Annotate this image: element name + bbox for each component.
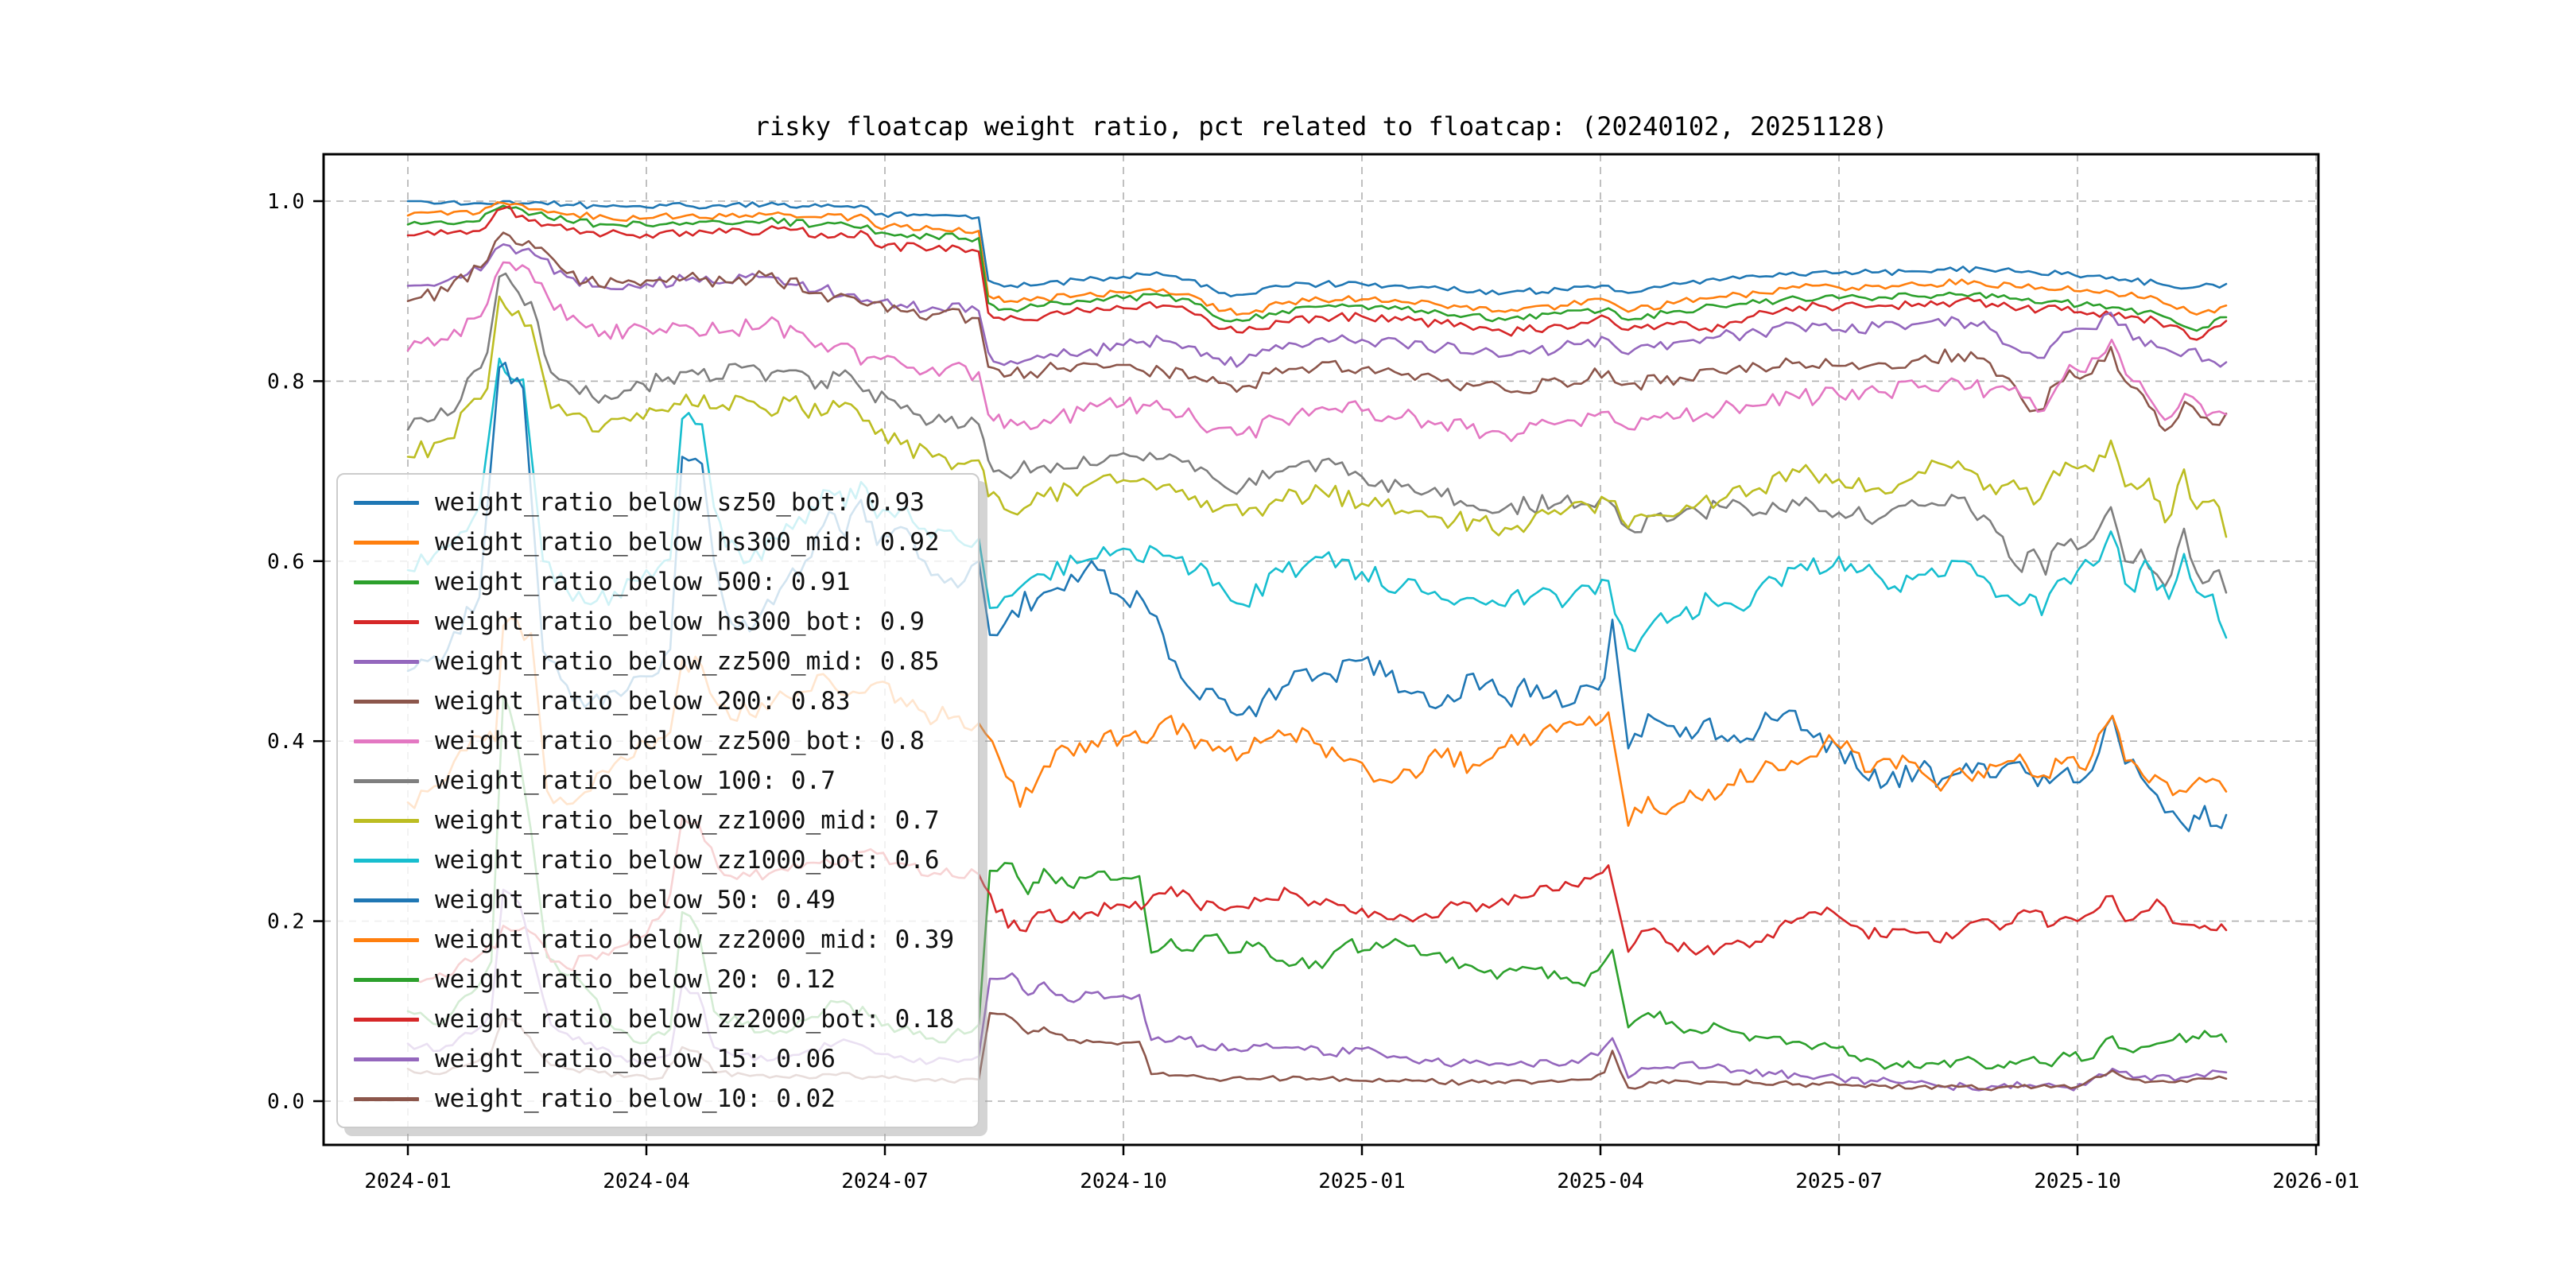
legend-item-weight_ratio_below_500: weight_ratio_below_500: 0.91: [354, 562, 954, 602]
legend-line-swatch: [354, 659, 419, 664]
legend-item-weight_ratio_below_hs300_mid: weight_ratio_below_hs300_mid: 0.92: [354, 522, 954, 562]
legend-line-swatch: [354, 540, 419, 545]
legend-label: weight_ratio_below_500: 0.91: [435, 568, 851, 596]
y-tick-label: 1.0: [267, 190, 305, 214]
legend-item-weight_ratio_below_50: weight_ratio_below_50: 0.49: [354, 880, 954, 920]
series-line-weight_ratio_below_hs300_mid: [406, 201, 2228, 316]
legend-line-swatch: [354, 937, 419, 942]
legend-line-swatch: [354, 739, 419, 743]
series-line-weight_ratio_below_500: [406, 204, 2228, 332]
y-tick-label: 0.2: [267, 910, 305, 934]
legend-label: weight_ratio_below_hs300_bot: 0.9: [435, 607, 925, 636]
legend-item-weight_ratio_below_zz500_bot: weight_ratio_below_zz500_bot: 0.8: [354, 721, 954, 761]
y-tick-label: 0.4: [267, 730, 305, 754]
tick-marks: [313, 200, 2318, 1155]
legend-line-swatch: [354, 619, 419, 624]
x-tick-label: 2024-04: [603, 1170, 690, 1193]
legend-line-swatch: [354, 580, 419, 584]
legend-line-swatch: [354, 699, 419, 704]
legend-item-weight_ratio_below_100: weight_ratio_below_100: 0.7: [354, 761, 954, 801]
legend-label: weight_ratio_below_zz500_bot: 0.8: [435, 727, 925, 755]
y-tick-label: 0.6: [267, 550, 305, 574]
legend-item-weight_ratio_below_200: weight_ratio_below_200: 0.83: [354, 681, 954, 721]
legend: weight_ratio_below_sz50_bot: 0.93 weight_…: [336, 473, 980, 1128]
legend-label: weight_ratio_below_zz1000_bot: 0.6: [435, 846, 940, 875]
chart-title: risky floatcap weight ratio, pct related…: [754, 111, 1888, 142]
legend-item-weight_ratio_below_zz2000_mid: weight_ratio_below_zz2000_mid: 0.39: [354, 920, 954, 960]
legend-line-swatch: [354, 1017, 419, 1022]
legend-item-weight_ratio_below_zz1000_mid: weight_ratio_below_zz1000_mid: 0.7: [354, 801, 954, 840]
series-line-weight_ratio_below_zz500_bot: [406, 261, 2228, 443]
series-line-weight_ratio_below_zz1000_mid: [406, 295, 2228, 538]
legend-item-weight_ratio_below_15: weight_ratio_below_15: 0.06: [354, 1039, 954, 1079]
legend-label: weight_ratio_below_zz2000_bot: 0.18: [435, 1005, 955, 1034]
legend-label: weight_ratio_below_hs300_mid: 0.92: [435, 528, 940, 557]
series-line-weight_ratio_below_hs300_bot: [406, 205, 2228, 341]
y-tick-label: 0.0: [267, 1090, 305, 1114]
legend-label: weight_ratio_below_10: 0.02: [435, 1084, 836, 1113]
series-lines: [406, 200, 2228, 1092]
legend-item-weight_ratio_below_20: weight_ratio_below_20: 0.12: [354, 960, 954, 999]
legend-item-weight_ratio_below_zz1000_bot: weight_ratio_below_zz1000_bot: 0.6: [354, 840, 954, 880]
legend-line-swatch: [354, 1096, 419, 1101]
x-tick-label: 2024-01: [364, 1170, 452, 1193]
legend-label: weight_ratio_below_sz50_bot: 0.93: [435, 488, 925, 517]
tick-labels: 2024-01 2024-04 2024-07 2024-10 2025-01 2025-…: [267, 190, 2360, 1193]
legend-line-swatch: [354, 778, 419, 783]
x-tick-label: 2025-01: [1318, 1170, 1406, 1193]
legend-item-weight_ratio_below_zz2000_bot: weight_ratio_below_zz2000_bot: 0.18: [354, 999, 954, 1039]
legend-line-swatch: [354, 818, 419, 823]
legend-line-swatch: [354, 1057, 419, 1061]
legend-item-weight_ratio_below_hs300_bot: weight_ratio_below_hs300_bot: 0.9: [354, 602, 954, 642]
series-line-weight_ratio_below_zz500_mid: [406, 242, 2228, 368]
series-line-weight_ratio_below_sz50_bot: [406, 200, 2228, 298]
x-tick-label: 2025-07: [1795, 1170, 1883, 1193]
series-line-weight_ratio_below_200: [406, 231, 2228, 433]
y-tick-label: 0.8: [267, 370, 305, 394]
x-tick-label: 2025-04: [1557, 1170, 1644, 1193]
legend-item-weight_ratio_below_sz50_bot: weight_ratio_below_sz50_bot: 0.93: [354, 483, 954, 522]
legend-label: weight_ratio_below_zz1000_mid: 0.7: [435, 806, 940, 835]
legend-item-weight_ratio_below_10: weight_ratio_below_10: 0.02: [354, 1079, 954, 1119]
x-tick-label: 2024-07: [841, 1170, 929, 1193]
legend-line-swatch: [354, 858, 419, 863]
legend-line-swatch: [354, 898, 419, 902]
legend-label: weight_ratio_below_50: 0.49: [435, 886, 836, 914]
legend-label: weight_ratio_below_200: 0.83: [435, 687, 851, 716]
legend-label: weight_ratio_below_zz2000_mid: 0.39: [435, 925, 955, 954]
x-tick-label: 2026-01: [2272, 1170, 2360, 1193]
legend-label: weight_ratio_below_20: 0.12: [435, 965, 836, 994]
legend-line-swatch: [354, 977, 419, 982]
plot-border: [322, 153, 2320, 1146]
legend-label: weight_ratio_below_zz500_mid: 0.85: [435, 647, 940, 676]
series-line-weight_ratio_below_100: [406, 272, 2228, 594]
x-tick-label: 2025-10: [2034, 1170, 2121, 1193]
legend-label: weight_ratio_below_100: 0.7: [435, 766, 836, 795]
legend-line-swatch: [354, 500, 419, 505]
legend-label: weight_ratio_below_15: 0.06: [435, 1045, 836, 1073]
x-tick-label: 2024-10: [1080, 1170, 1167, 1193]
legend-item-weight_ratio_below_zz500_mid: weight_ratio_below_zz500_mid: 0.85: [354, 642, 954, 681]
